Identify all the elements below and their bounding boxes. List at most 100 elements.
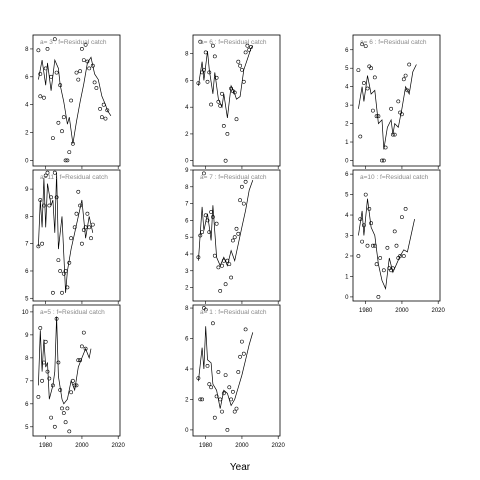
data-point <box>239 339 244 344</box>
data-point <box>220 409 224 414</box>
panel-label: a= 3 : f=Residual catch <box>40 39 107 46</box>
data-point <box>60 129 64 134</box>
data-point <box>198 397 203 402</box>
data-point <box>36 394 41 399</box>
data-point <box>230 238 235 243</box>
panel: 0 2 4 6 8 1980 2000 2020 a= 1 : f=Residual catch <box>185 304 286 449</box>
data-point <box>232 409 237 414</box>
data-point <box>232 235 237 240</box>
y-tick-label: 8 <box>25 214 29 220</box>
x-tick-label: 2020 <box>432 308 446 314</box>
data-point <box>249 45 253 49</box>
data-point <box>80 241 84 246</box>
data-point <box>38 326 43 330</box>
data-point <box>76 77 81 82</box>
data-point <box>401 254 406 258</box>
data-point <box>369 66 374 71</box>
data-point <box>209 210 214 214</box>
y-tick-label: 9 <box>25 187 29 193</box>
data-point <box>38 94 43 99</box>
data-point <box>38 198 43 202</box>
data-point <box>243 327 248 332</box>
data-point <box>49 195 54 200</box>
data-point <box>196 255 201 260</box>
x-tick-label: 1980 <box>359 308 373 314</box>
data-point <box>51 290 55 295</box>
data-point <box>238 354 243 359</box>
data-point <box>90 222 95 227</box>
data-point <box>65 158 70 163</box>
data-point <box>51 136 55 141</box>
y-tick-label: 0 <box>25 158 29 164</box>
data-point <box>234 117 239 122</box>
data-point <box>81 58 86 63</box>
data-point <box>69 390 74 395</box>
data-point <box>221 124 226 128</box>
data-point <box>376 114 381 119</box>
x-tick-label: 2020 <box>112 443 126 449</box>
data-point <box>220 263 224 268</box>
data-point <box>63 420 68 425</box>
y-tick-label: 3 <box>345 234 349 240</box>
data-point <box>89 236 93 241</box>
data-point <box>200 397 205 402</box>
data-point <box>216 99 221 104</box>
data-point <box>196 81 201 86</box>
data-point <box>232 90 237 95</box>
data-point <box>200 230 205 235</box>
data-point <box>74 70 79 75</box>
panel: 2 3 4 5 6 7 8 9 a= 7 : f=Residual catch <box>185 168 281 304</box>
data-point <box>207 382 212 387</box>
data-point <box>65 285 70 290</box>
data-point <box>51 383 55 388</box>
data-point <box>203 50 208 55</box>
data-point <box>92 80 97 85</box>
data-point <box>196 376 201 381</box>
data-point <box>243 50 248 55</box>
panel: 0 2 4 6 8 a= 6 : f=Residual catch <box>185 34 281 169</box>
data-point <box>61 271 66 276</box>
y-tick-label: 0 <box>185 428 189 434</box>
data-point <box>227 262 232 267</box>
data-point <box>80 47 84 51</box>
data-point <box>363 192 368 197</box>
data-point <box>78 358 83 363</box>
data-point <box>392 229 397 234</box>
series-line <box>358 198 415 291</box>
data-point <box>376 294 381 299</box>
data-point <box>218 103 223 108</box>
data-point <box>214 394 219 399</box>
data-point <box>390 132 395 137</box>
panel-frame <box>32 34 121 167</box>
data-point <box>45 170 50 175</box>
series-line <box>358 64 417 150</box>
data-point <box>71 141 75 146</box>
series-line <box>198 45 254 118</box>
panel-label: a= 1 : f=Residual catch <box>200 309 267 316</box>
y-tick-label: 7 <box>25 242 29 248</box>
data-point <box>85 59 90 64</box>
data-point <box>223 158 228 163</box>
data-point <box>76 189 81 194</box>
data-point <box>200 70 205 75</box>
x-tick-label: 2020 <box>272 443 286 449</box>
data-point <box>238 198 243 203</box>
data-point <box>74 383 79 388</box>
panel-frame <box>192 304 281 437</box>
data-point <box>63 158 68 163</box>
panel: 5 6 7 8 9 10 1980 2000 2020 a=5 : f=Residual catc… <box>22 304 126 449</box>
data-point <box>365 243 370 248</box>
data-point <box>389 106 394 111</box>
data-point <box>403 73 408 78</box>
y-tick-label: 5 <box>25 296 29 302</box>
data-point <box>367 64 372 69</box>
y-tick-label: 4 <box>185 105 189 111</box>
x-tick-label: 2000 <box>75 443 89 449</box>
panel-label: a=10 : f=Residual catch <box>360 174 429 181</box>
data-point <box>374 114 379 119</box>
data-point <box>218 288 223 293</box>
data-point <box>361 223 366 228</box>
data-point <box>67 260 72 265</box>
data-point <box>225 427 230 432</box>
data-point <box>369 221 374 226</box>
